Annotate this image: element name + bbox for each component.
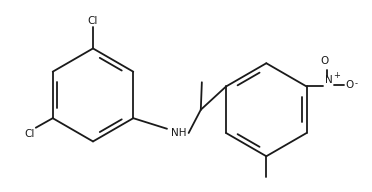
Text: Cl: Cl	[25, 129, 35, 139]
Text: O: O	[346, 80, 354, 90]
Text: O: O	[320, 56, 329, 66]
Text: +: +	[333, 71, 340, 80]
Text: -: -	[354, 79, 357, 88]
Text: N: N	[324, 75, 332, 85]
Text: NH: NH	[171, 128, 187, 138]
Text: Cl: Cl	[88, 16, 98, 26]
